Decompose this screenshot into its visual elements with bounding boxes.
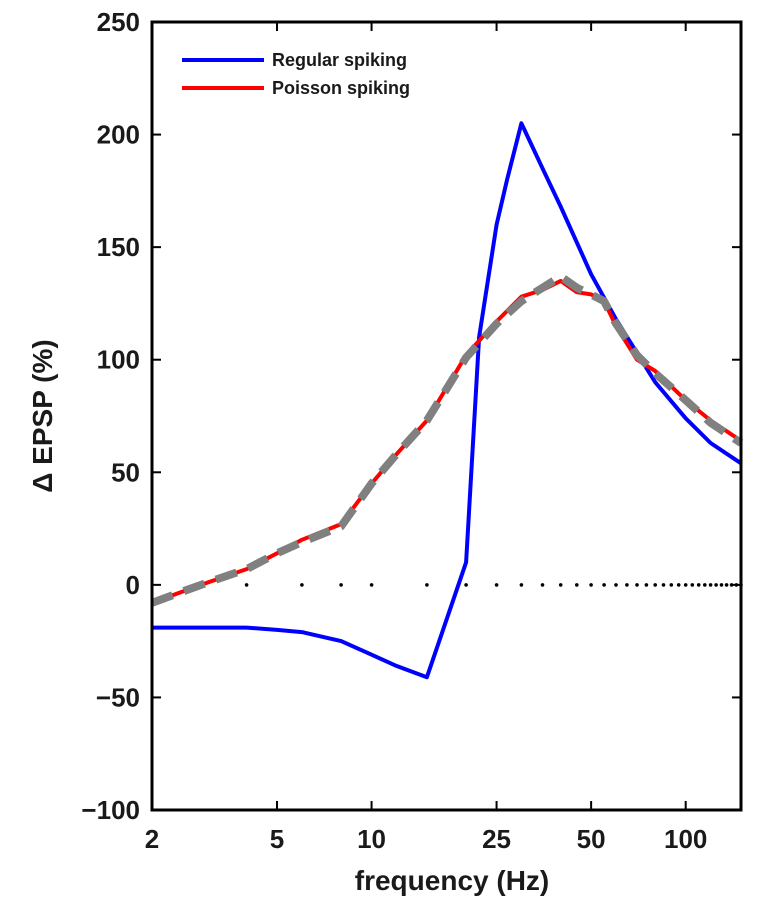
zero-marker-5 [464, 583, 468, 587]
zero-marker-8 [540, 583, 545, 587]
zero-marker-25 [708, 583, 713, 587]
x-tick-label-25: 25 [482, 824, 511, 854]
y-tick-label-50: 50 [111, 457, 140, 487]
zero-marker-18 [661, 583, 666, 587]
zero-marker-26 [714, 583, 718, 587]
y-axis: −100 −50 0 50 100 150 200 250 [81, 7, 741, 825]
x-tick-label-100: 100 [664, 824, 707, 854]
zero-marker-7 [519, 583, 524, 587]
zero-marker-6 [494, 583, 499, 587]
zero-marker-23 [696, 583, 701, 587]
zero-marker-12 [602, 583, 606, 587]
x-tick-label-50: 50 [577, 824, 606, 854]
zero-marker-1 [300, 583, 304, 587]
zero-marker-2 [339, 583, 343, 587]
legend-label-regular: Regular spiking [272, 50, 407, 70]
zero-marker-28 [724, 583, 729, 587]
zero-markers-layer [244, 583, 743, 587]
zero-marker-27 [719, 583, 724, 587]
zero-marker-0 [244, 583, 249, 587]
y-tick-label--50: −50 [96, 682, 140, 712]
y-axis-title: Δ EPSP (%) [27, 339, 58, 492]
zero-marker-13 [614, 583, 618, 587]
x-tick-label-2: 2 [145, 824, 159, 854]
zero-marker-16 [644, 583, 649, 587]
x-tick-label-5: 5 [270, 824, 284, 854]
zero-marker-15 [635, 583, 639, 587]
x-axis-title: frequency (Hz) [355, 865, 549, 896]
legend-label-poisson: Poisson spiking [272, 78, 410, 98]
zero-marker-11 [589, 583, 593, 587]
y-tick-label-100: 100 [97, 345, 140, 375]
series-layer [150, 121, 744, 680]
zero-marker-21 [683, 583, 688, 587]
zero-marker-24 [703, 583, 707, 587]
zero-marker-19 [669, 583, 674, 587]
zero-marker-4 [425, 583, 429, 587]
y-tick-label-150: 150 [97, 232, 140, 262]
zero-marker-9 [558, 583, 563, 587]
x-tick-label-10: 10 [357, 824, 386, 854]
y-tick-label--100: −100 [81, 795, 140, 825]
zero-marker-14 [625, 583, 629, 587]
y-tick-label-250: 250 [97, 7, 140, 37]
zero-marker-17 [653, 583, 657, 587]
y-tick-label-200: 200 [97, 120, 140, 150]
zero-marker-3 [369, 583, 374, 587]
x-axis: 2 5 10 25 50 100 [145, 22, 707, 854]
zero-marker-22 [690, 583, 695, 587]
plot-background [152, 22, 741, 810]
legend: Regular spiking Poisson spiking [182, 50, 410, 98]
series-line-2 [150, 272, 744, 607]
zero-marker-20 [676, 583, 681, 587]
plot-frame [150, 20, 743, 812]
zero-marker-10 [575, 583, 579, 587]
y-tick-label-0: 0 [126, 570, 140, 600]
